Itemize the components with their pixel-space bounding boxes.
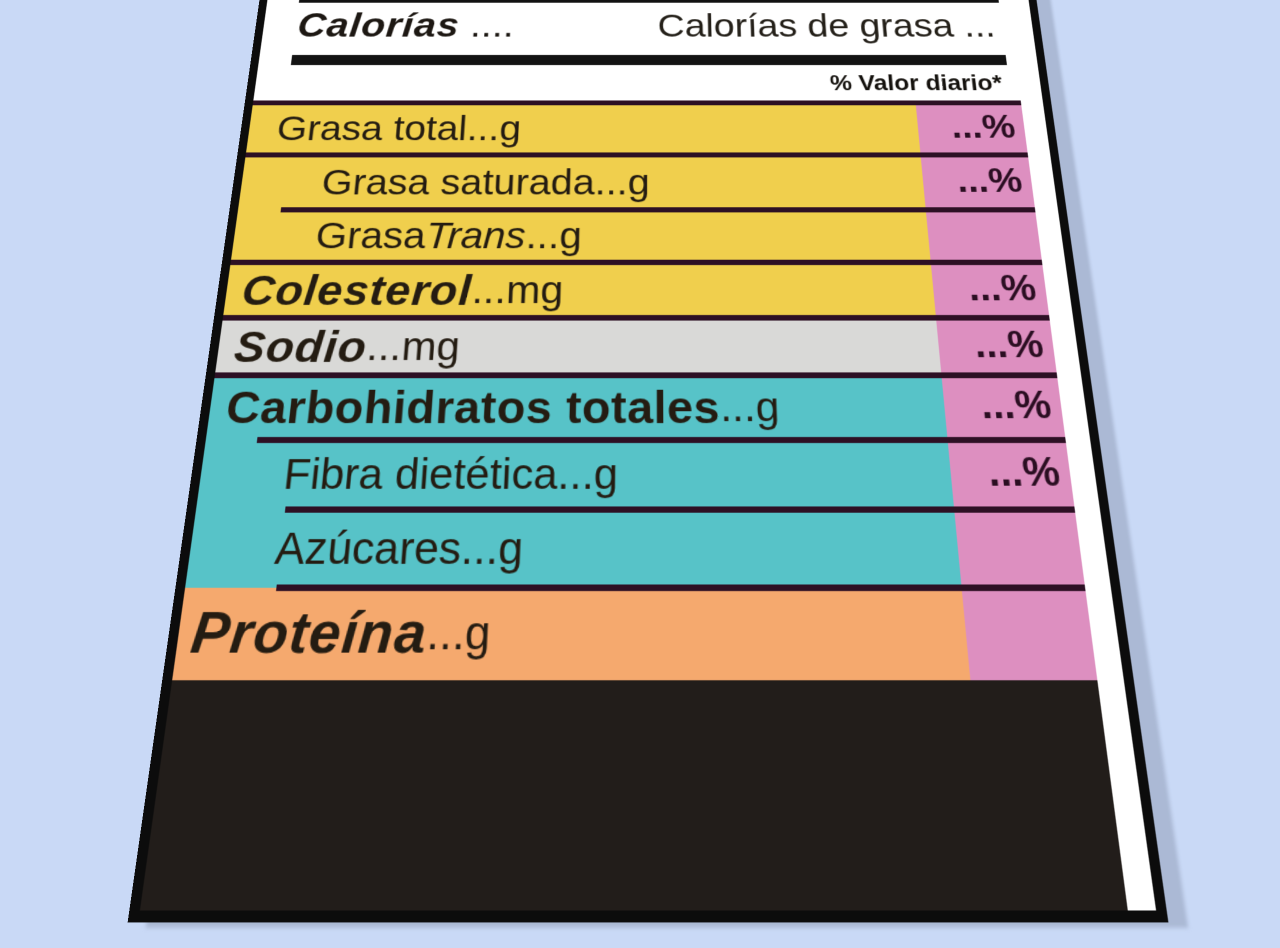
row-sodio: Sodio ...mg...% (215, 318, 1057, 376)
calories-label: Calorías .... (295, 7, 515, 45)
row-percent-colesterol: ...% (966, 268, 1038, 309)
row-percent-grasa-total: ...% (949, 109, 1017, 146)
row-label-fibra-dietetica: Fibra dietética ...g (280, 440, 1075, 510)
nutrient-rows: Grasa total ...g...%Grasa saturada ...g.… (172, 103, 1097, 680)
calories-row: Calorías .... Calorías de grasa ... (295, 3, 998, 50)
row-label-grasa-saturada: Grasa saturada ...g (319, 155, 1035, 210)
row-fibra-dietetica: Fibra dietética ...g...% (196, 440, 1075, 510)
footer-black-bar (140, 680, 1128, 910)
daily-value-note: % Valor diario* (528, 67, 1004, 100)
row-colesterol: Colesterol ...mg...% (223, 262, 1050, 317)
row-label-sodio: Sodio ...mg (231, 318, 1057, 376)
row-proteina: Proteína ...g (172, 588, 1097, 680)
row-label-grasa-total: Grasa total ...g (274, 103, 1028, 155)
row-grasa-total: Grasa total ...g...% (246, 103, 1028, 155)
row-percent-carbohidratos-totales: ...% (979, 384, 1054, 428)
scene: Calorías .... Calorías de grasa ... % Va… (0, 0, 1280, 720)
row-label-azucares: Azúcares ...g (271, 510, 1085, 588)
row-label-carbohidratos-totales: Carbohidratos totales ...g (222, 375, 1065, 440)
row-label-colesterol: Colesterol ...mg (239, 262, 1050, 317)
section-divider-bar (291, 55, 1007, 65)
row-grasa-saturada: Grasa saturada ...g...% (238, 155, 1035, 210)
row-percent-grasa-saturada: ...% (955, 162, 1024, 200)
row-grasa-trans: Grasa Trans ...g (231, 210, 1042, 263)
row-azucares: Azúcares ...g (185, 510, 1085, 588)
calories-dots: .... (458, 7, 515, 44)
row-percent-sodio: ...% (972, 324, 1046, 366)
calories-word: Calorías (295, 7, 461, 44)
row-label-grasa-trans: Grasa Trans ...g (313, 210, 1042, 263)
nutrition-label-card: Calorías .... Calorías de grasa ... % Va… (128, 0, 1169, 922)
row-carbohidratos-totales: Carbohidratos totales ...g...% (206, 375, 1066, 440)
row-percent-fibra-dietetica: ...% (986, 450, 1063, 496)
calories-of-fat-label: Calorías de grasa ... (658, 8, 998, 44)
row-label-proteina: Proteína ...g (185, 588, 1097, 680)
